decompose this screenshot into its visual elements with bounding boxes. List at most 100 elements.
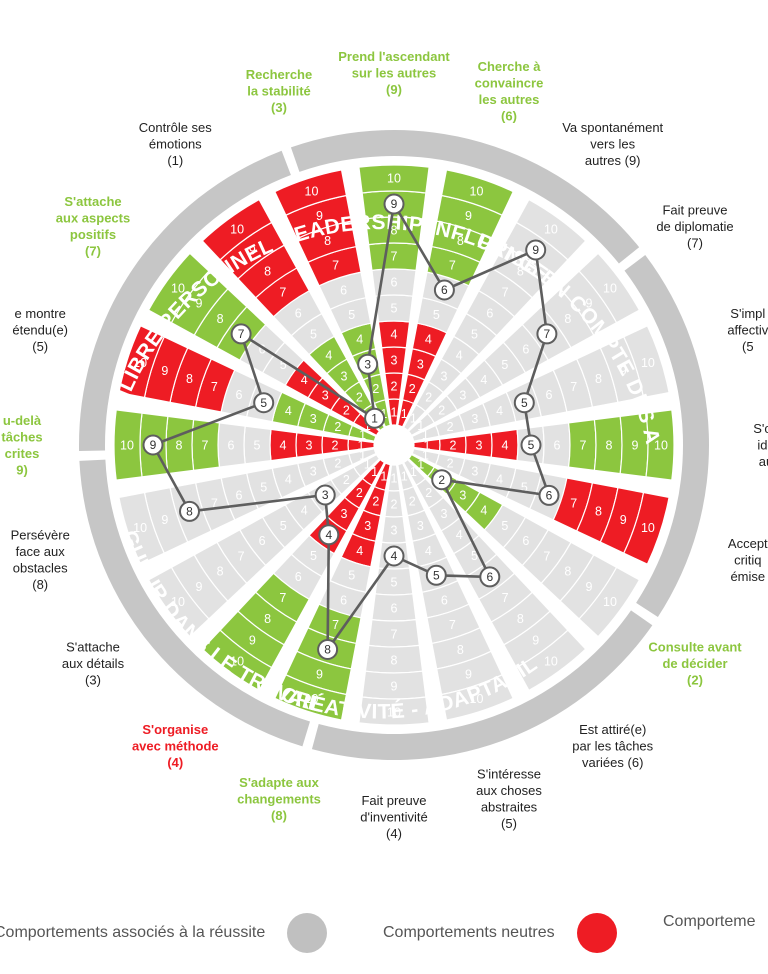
level-number: 6 xyxy=(391,601,398,615)
score-point: 2 xyxy=(431,469,453,491)
score-point-marker xyxy=(314,484,336,506)
level-number: 9 xyxy=(586,580,593,594)
dimension-label-line: la stabilité xyxy=(247,84,311,99)
dimension-label-line: d'inventivité xyxy=(360,810,428,825)
score-point-marker xyxy=(538,484,560,506)
level-number: 7 xyxy=(202,438,209,452)
level-number: 10 xyxy=(230,654,244,668)
level-number: 4 xyxy=(502,438,509,452)
legend-item-negative: Comporteme xyxy=(663,913,755,931)
dimension-label-line: face aux xyxy=(16,544,66,559)
dimension-label-line: émotions xyxy=(149,137,202,152)
score-point: 4 xyxy=(383,545,405,567)
dimension-label-line: (5) xyxy=(32,339,48,354)
score-point-marker xyxy=(142,434,164,456)
group-ring-segment xyxy=(624,254,709,618)
score-point-label: 4 xyxy=(391,549,398,563)
dimension-label-line: les autres xyxy=(479,92,540,107)
level-number: 8 xyxy=(324,234,331,248)
dimension-label-line: tâches xyxy=(1,429,42,444)
level-number: 6 xyxy=(391,275,398,289)
score-point-label: 9 xyxy=(150,438,157,452)
level-number: 8 xyxy=(391,653,398,667)
level-number: 6 xyxy=(340,283,347,297)
score-point-label: 5 xyxy=(528,438,535,452)
level-number: 5 xyxy=(471,549,478,563)
dimension-label-line: positifs xyxy=(70,227,116,242)
level-number: 5 xyxy=(501,358,508,372)
score-point-marker xyxy=(357,353,379,375)
score-point-marker xyxy=(253,392,275,414)
level-number: 7 xyxy=(391,627,398,641)
dimension-label-line: de décider xyxy=(662,656,727,671)
dimension-label: S'attache aux aspects positifs (7) xyxy=(56,194,130,259)
score-point-marker xyxy=(520,434,542,456)
level-number: 9 xyxy=(532,633,539,647)
score-point-marker xyxy=(479,566,501,588)
level-number: 4 xyxy=(301,504,308,518)
level-number: 5 xyxy=(433,308,440,322)
score-point: 8 xyxy=(179,500,200,522)
dimension-label: Recherche la stabilité (3) xyxy=(246,67,312,115)
level-number: 1 xyxy=(359,449,366,463)
level-number: 6 xyxy=(441,593,448,607)
level-number: 7 xyxy=(502,591,509,605)
sector-cell xyxy=(273,674,348,721)
level-number: 8 xyxy=(217,312,224,326)
level-number: 2 xyxy=(447,457,454,471)
score-point-marker xyxy=(431,469,453,491)
level-number: 8 xyxy=(457,643,464,657)
level-number: 6 xyxy=(259,343,266,357)
dimension-label-line: Fait preuve xyxy=(662,202,727,217)
level-number: 1 xyxy=(422,449,429,463)
level-number: 2 xyxy=(332,438,339,452)
level-number: 10 xyxy=(603,281,617,295)
score-point-label: 6 xyxy=(441,283,448,297)
level-number: 10 xyxy=(603,595,617,609)
level-number: 6 xyxy=(236,388,243,402)
level-number: 10 xyxy=(133,356,147,370)
legend-label-success: Comportements associés à la réussite xyxy=(0,924,266,941)
score-point-label: 6 xyxy=(486,570,493,584)
level-number: 2 xyxy=(334,420,341,434)
level-number: 5 xyxy=(310,328,317,342)
sector-cell xyxy=(440,674,515,721)
dimension-label-line: Recherche xyxy=(246,67,312,82)
sector-cell xyxy=(623,324,670,399)
level-number: 3 xyxy=(441,370,448,384)
dimension-labels: Prend l'ascendant sur les autres (9) Cherch… xyxy=(1,49,768,841)
level-number: 2 xyxy=(450,438,457,452)
level-number: 10 xyxy=(305,184,319,198)
dimension-label-line: (3) xyxy=(85,673,101,688)
level-number: 7 xyxy=(332,259,339,273)
legend-item-neutral: Comportements neutres xyxy=(383,913,617,953)
level-number: 10 xyxy=(171,281,185,295)
sector-cell xyxy=(147,252,210,324)
score-point-marker xyxy=(525,239,547,261)
dimension-label-line: aux détails xyxy=(62,656,125,671)
sector-cell xyxy=(358,696,430,726)
level-number: 4 xyxy=(391,327,398,341)
level-number: 1 xyxy=(410,465,417,479)
level-number: 3 xyxy=(471,412,478,426)
legend-item-success: Comportements associés à la réussite xyxy=(0,913,328,953)
level-number: 2 xyxy=(356,391,363,405)
level-number: 7 xyxy=(449,259,456,273)
level-number: 7 xyxy=(543,549,550,563)
dimension-label-line: émise xyxy=(730,569,765,584)
dimension-label-line: avec méthode xyxy=(132,739,219,754)
dimension-label-line: (6) xyxy=(501,109,517,124)
level-number: 7 xyxy=(211,497,218,511)
score-point-label: 9 xyxy=(391,197,398,211)
level-number: 10 xyxy=(470,692,484,706)
level-number: 6 xyxy=(340,593,347,607)
level-number: 5 xyxy=(280,519,287,533)
sector-cell xyxy=(645,409,675,481)
level-number: 1 xyxy=(371,465,378,479)
dimension-label: u-delà tâches crites 9) xyxy=(1,413,42,478)
level-number: 1 xyxy=(424,438,431,452)
level-number: 6 xyxy=(295,570,302,584)
level-number: 2 xyxy=(356,486,363,500)
sector-cell xyxy=(578,252,641,324)
legend-swatch-negative xyxy=(576,913,617,953)
